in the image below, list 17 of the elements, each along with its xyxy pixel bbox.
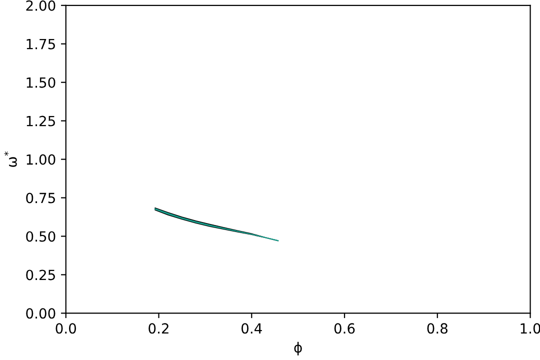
x-tick-label: 0.6 xyxy=(334,323,355,334)
y-tick-label: 1.75 xyxy=(26,39,55,50)
y-tick-label: 0.75 xyxy=(26,192,55,204)
y-tick-label: 0.00 xyxy=(26,308,56,319)
x-tick-label: 1.0 xyxy=(520,323,540,334)
x-tick-label: 0.2 xyxy=(148,323,168,334)
x-tick-label: 0.8 xyxy=(427,323,448,334)
x-tick-label: 0.0 xyxy=(56,323,76,334)
y-tick-label: 0.25 xyxy=(26,270,55,280)
y-tick-label: 2.00 xyxy=(26,0,56,11)
y-tick-label: 1.00 xyxy=(26,154,56,165)
y-tick-label: 0.50 xyxy=(26,231,56,242)
x-axis-title: ϕ xyxy=(294,342,302,356)
y-tick-label: 1.25 xyxy=(26,116,55,126)
y-axis-title: ω$^{*}$ xyxy=(4,152,17,167)
y-tick-label: 1.50 xyxy=(26,77,56,88)
x-tick-label: 0.4 xyxy=(242,323,262,334)
